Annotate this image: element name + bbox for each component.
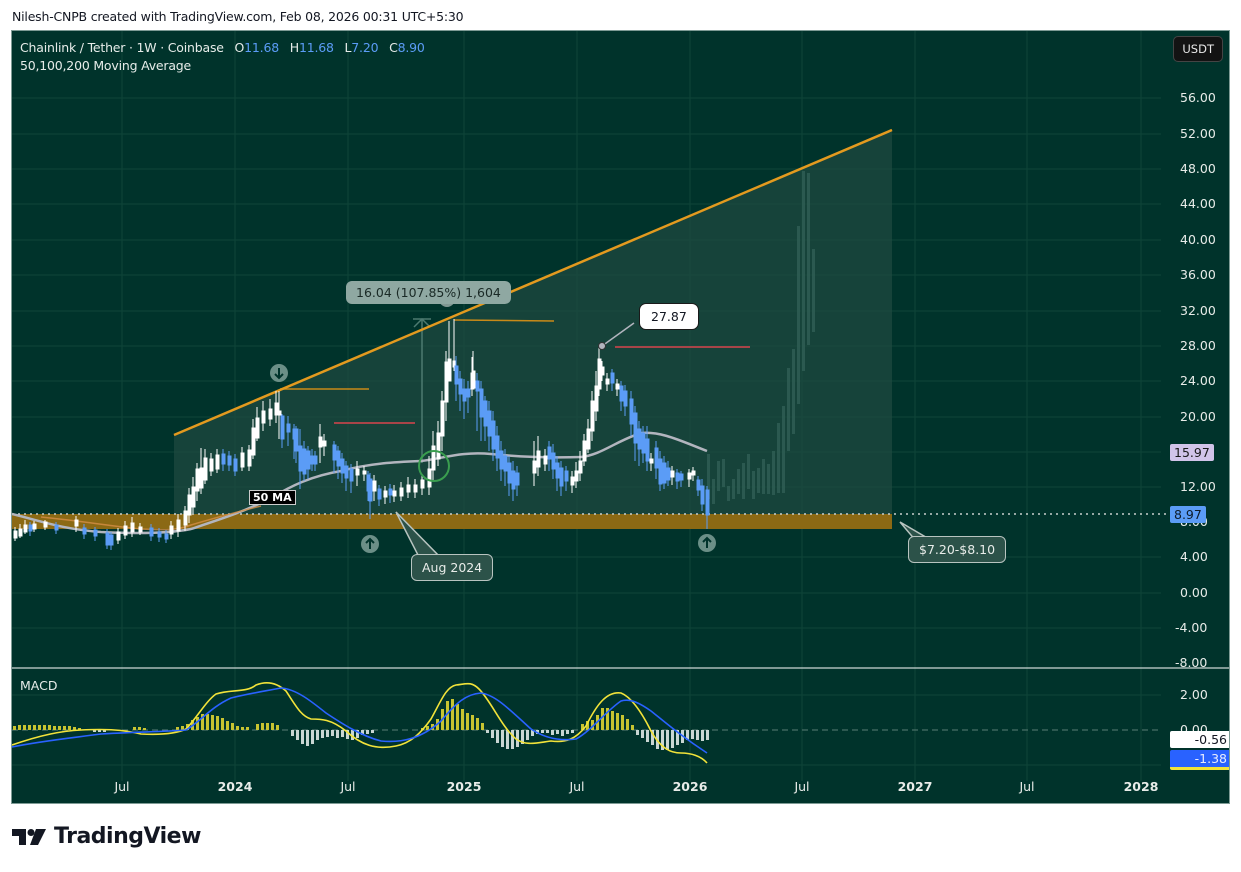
peak-marker (598, 342, 606, 350)
support-zone-callout[interactable]: $7.20-$8.10 (908, 536, 1007, 563)
rising-trendline (173, 128, 893, 437)
arrow-up-icon-2 (698, 534, 716, 552)
pattern-fill (174, 130, 892, 514)
signal-value-tag: -1.38 (1170, 750, 1229, 770)
candles (13, 319, 710, 550)
tradingview-logo[interactable]: TradingView (12, 824, 201, 849)
measure-callout[interactable]: 16.04 (107.85%) 1,604 (346, 281, 511, 304)
chart-legend: Chainlink / Tether · 1W · Coinbase O11.6… (20, 40, 425, 73)
peak-callout[interactable]: 27.87 (639, 303, 699, 330)
chart-frame[interactable]: Chainlink / Tether · 1W · Coinbase O11.6… (11, 30, 1230, 804)
open-value: 11.68 (244, 40, 279, 55)
support-zone (12, 514, 892, 529)
tradingview-logo-icon (12, 828, 46, 845)
resistance-line-3 (453, 319, 555, 322)
macd-title[interactable]: MACD (20, 678, 58, 693)
indicator-label[interactable]: 50,100,200 Moving Average (20, 58, 192, 73)
highlight-circle (418, 450, 450, 482)
ma-200-line (40, 505, 262, 531)
macd-value-tag: -0.56 (1170, 731, 1229, 748)
ma-50-line (12, 431, 708, 535)
projection-bars (707, 171, 815, 504)
last-price-tag: 8.97 (1170, 506, 1206, 523)
signal-line (12, 687, 708, 754)
currency-button[interactable]: USDT (1173, 36, 1223, 62)
chart-canvas[interactable] (12, 31, 1230, 804)
low-value: 7.20 (351, 40, 379, 55)
aug-2024-callout[interactable]: Aug 2024 (411, 554, 494, 581)
arrow-down-icon (270, 364, 288, 382)
symbol-title[interactable]: Chainlink / Tether · 1W · Coinbase (20, 40, 224, 55)
ma-price-tag: 15.97 (1170, 444, 1214, 461)
chart-credit: Nilesh-CNPB created with TradingView.com… (12, 9, 464, 24)
high-value: 11.68 (298, 40, 334, 55)
tradingview-wordmark: TradingView (54, 824, 201, 849)
ma-callout[interactable]: 50 MA (249, 490, 296, 505)
arrow-up-icon-1 (361, 535, 379, 553)
close-value: 8.90 (397, 40, 425, 55)
